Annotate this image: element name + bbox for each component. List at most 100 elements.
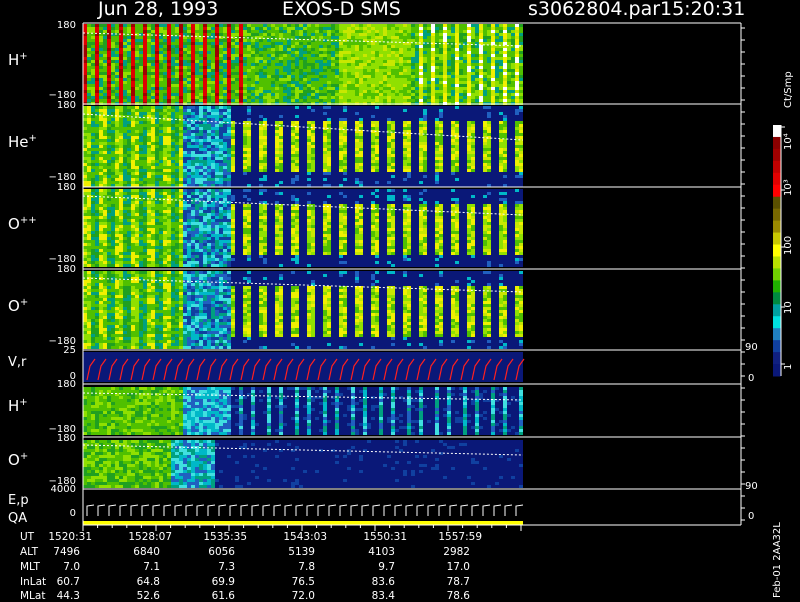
heatmap-cell: [375, 93, 379, 96]
heatmap-cell: [295, 118, 299, 121]
heatmap-cell: [327, 99, 331, 102]
heatmap-cell: [379, 139, 383, 142]
heatmap-cell: [279, 178, 283, 181]
heatmap-cell: [111, 93, 115, 96]
heatmap-cell: [143, 84, 147, 87]
heatmap-cell: [227, 163, 231, 166]
heatmap-cell: [359, 60, 363, 63]
heatmap-cell: [351, 172, 355, 175]
heatmap-cell: [323, 42, 327, 45]
heatmap-cell: [439, 69, 443, 72]
heatmap-cell: [387, 69, 391, 72]
heatmap-cell: [459, 27, 463, 30]
heatmap-cell: [303, 136, 307, 139]
heatmap-cell: [279, 136, 283, 139]
heatmap-cell: [319, 154, 323, 157]
heatmap-cell: [235, 109, 239, 112]
heatmap-cell: [283, 160, 287, 163]
heatmap-cell: [199, 109, 203, 112]
heatmap-cell: [119, 112, 123, 115]
heatmap-cell: [351, 27, 355, 30]
heatmap-cell: [267, 60, 271, 63]
heatmap-cell: [243, 27, 247, 30]
heatmap-cell: [475, 60, 479, 63]
heatmap-cell: [363, 178, 367, 181]
heatmap-cell: [115, 142, 119, 145]
heatmap-cell: [183, 130, 187, 133]
heatmap-cell: [275, 33, 279, 36]
heatmap-cell: [255, 118, 259, 121]
heatmap-cell: [227, 75, 231, 78]
heatmap-cell: [167, 84, 171, 87]
heatmap-cell: [203, 124, 207, 127]
heatmap-cell: [115, 151, 119, 154]
heatmap-cell: [223, 142, 227, 145]
heatmap-cell: [91, 54, 95, 57]
heatmap-cell: [171, 157, 175, 160]
heatmap-cell: [179, 39, 183, 42]
heatmap-cell: [131, 33, 135, 36]
heatmap-cell: [503, 87, 507, 90]
heatmap-cell: [279, 54, 283, 57]
heatmap-cell: [255, 87, 259, 90]
heatmap-cell: [163, 90, 167, 93]
heatmap-cell: [235, 63, 239, 66]
heatmap-cell: [363, 66, 367, 69]
heatmap-cell: [383, 87, 387, 90]
heatmap-cell: [99, 160, 103, 163]
heatmap-cell: [91, 184, 95, 187]
heatmap-cell: [143, 45, 147, 48]
heatmap-cell: [215, 151, 219, 154]
heatmap-cell: [187, 151, 191, 154]
heatmap-cell: [243, 163, 247, 166]
heatmap-cell: [211, 51, 215, 54]
heatmap-cell: [235, 93, 239, 96]
heatmap-cell: [167, 81, 171, 84]
heatmap-cell: [259, 130, 263, 133]
heatmap-cell: [331, 106, 335, 109]
heatmap-cell: [471, 48, 475, 51]
heatmap-cell: [127, 78, 131, 81]
heatmap-cell: [235, 175, 239, 178]
heatmap-cell: [119, 33, 123, 36]
heatmap-cell: [463, 66, 467, 69]
heatmap-cell: [95, 60, 99, 63]
heatmap-cell: [159, 160, 163, 163]
heatmap-cell: [91, 63, 95, 66]
heatmap-cell: [135, 121, 139, 124]
heatmap-cell: [159, 172, 163, 175]
heatmap-cell: [211, 87, 215, 90]
heatmap-cell: [311, 75, 315, 78]
heatmap-cell: [163, 45, 167, 48]
heatmap-cell: [371, 181, 375, 184]
heatmap-cell: [151, 63, 155, 66]
heatmap-cell: [103, 115, 107, 118]
heatmap-cell: [151, 178, 155, 181]
heatmap-cell: [127, 75, 131, 78]
heatmap-cell: [191, 169, 195, 172]
heatmap-cell: [259, 78, 263, 81]
heatmap-cell: [447, 48, 451, 51]
heatmap-cell: [187, 87, 191, 90]
heatmap-cell: [135, 112, 139, 115]
heatmap-cell: [495, 27, 499, 30]
heatmap-cell: [439, 87, 443, 90]
heatmap-cell: [227, 57, 231, 60]
heatmap-cell: [99, 163, 103, 166]
heatmap-cell: [183, 72, 187, 75]
heatmap-cell: [119, 69, 123, 72]
heatmap-cell: [87, 106, 91, 109]
heatmap-cell: [351, 130, 355, 133]
heatmap-cell: [511, 39, 515, 42]
heatmap-cell: [131, 81, 135, 84]
heatmap-cell: [175, 124, 179, 127]
heatmap-cell: [323, 124, 327, 127]
heatmap-cell: [499, 45, 503, 48]
heatmap-cell: [423, 81, 427, 84]
heatmap-cell: [171, 133, 175, 136]
heatmap-cell: [271, 136, 275, 139]
heatmap-cell: [147, 57, 151, 60]
heatmap-cell: [127, 142, 131, 145]
heatmap-cell: [239, 136, 243, 139]
heatmap-cell: [275, 136, 279, 139]
